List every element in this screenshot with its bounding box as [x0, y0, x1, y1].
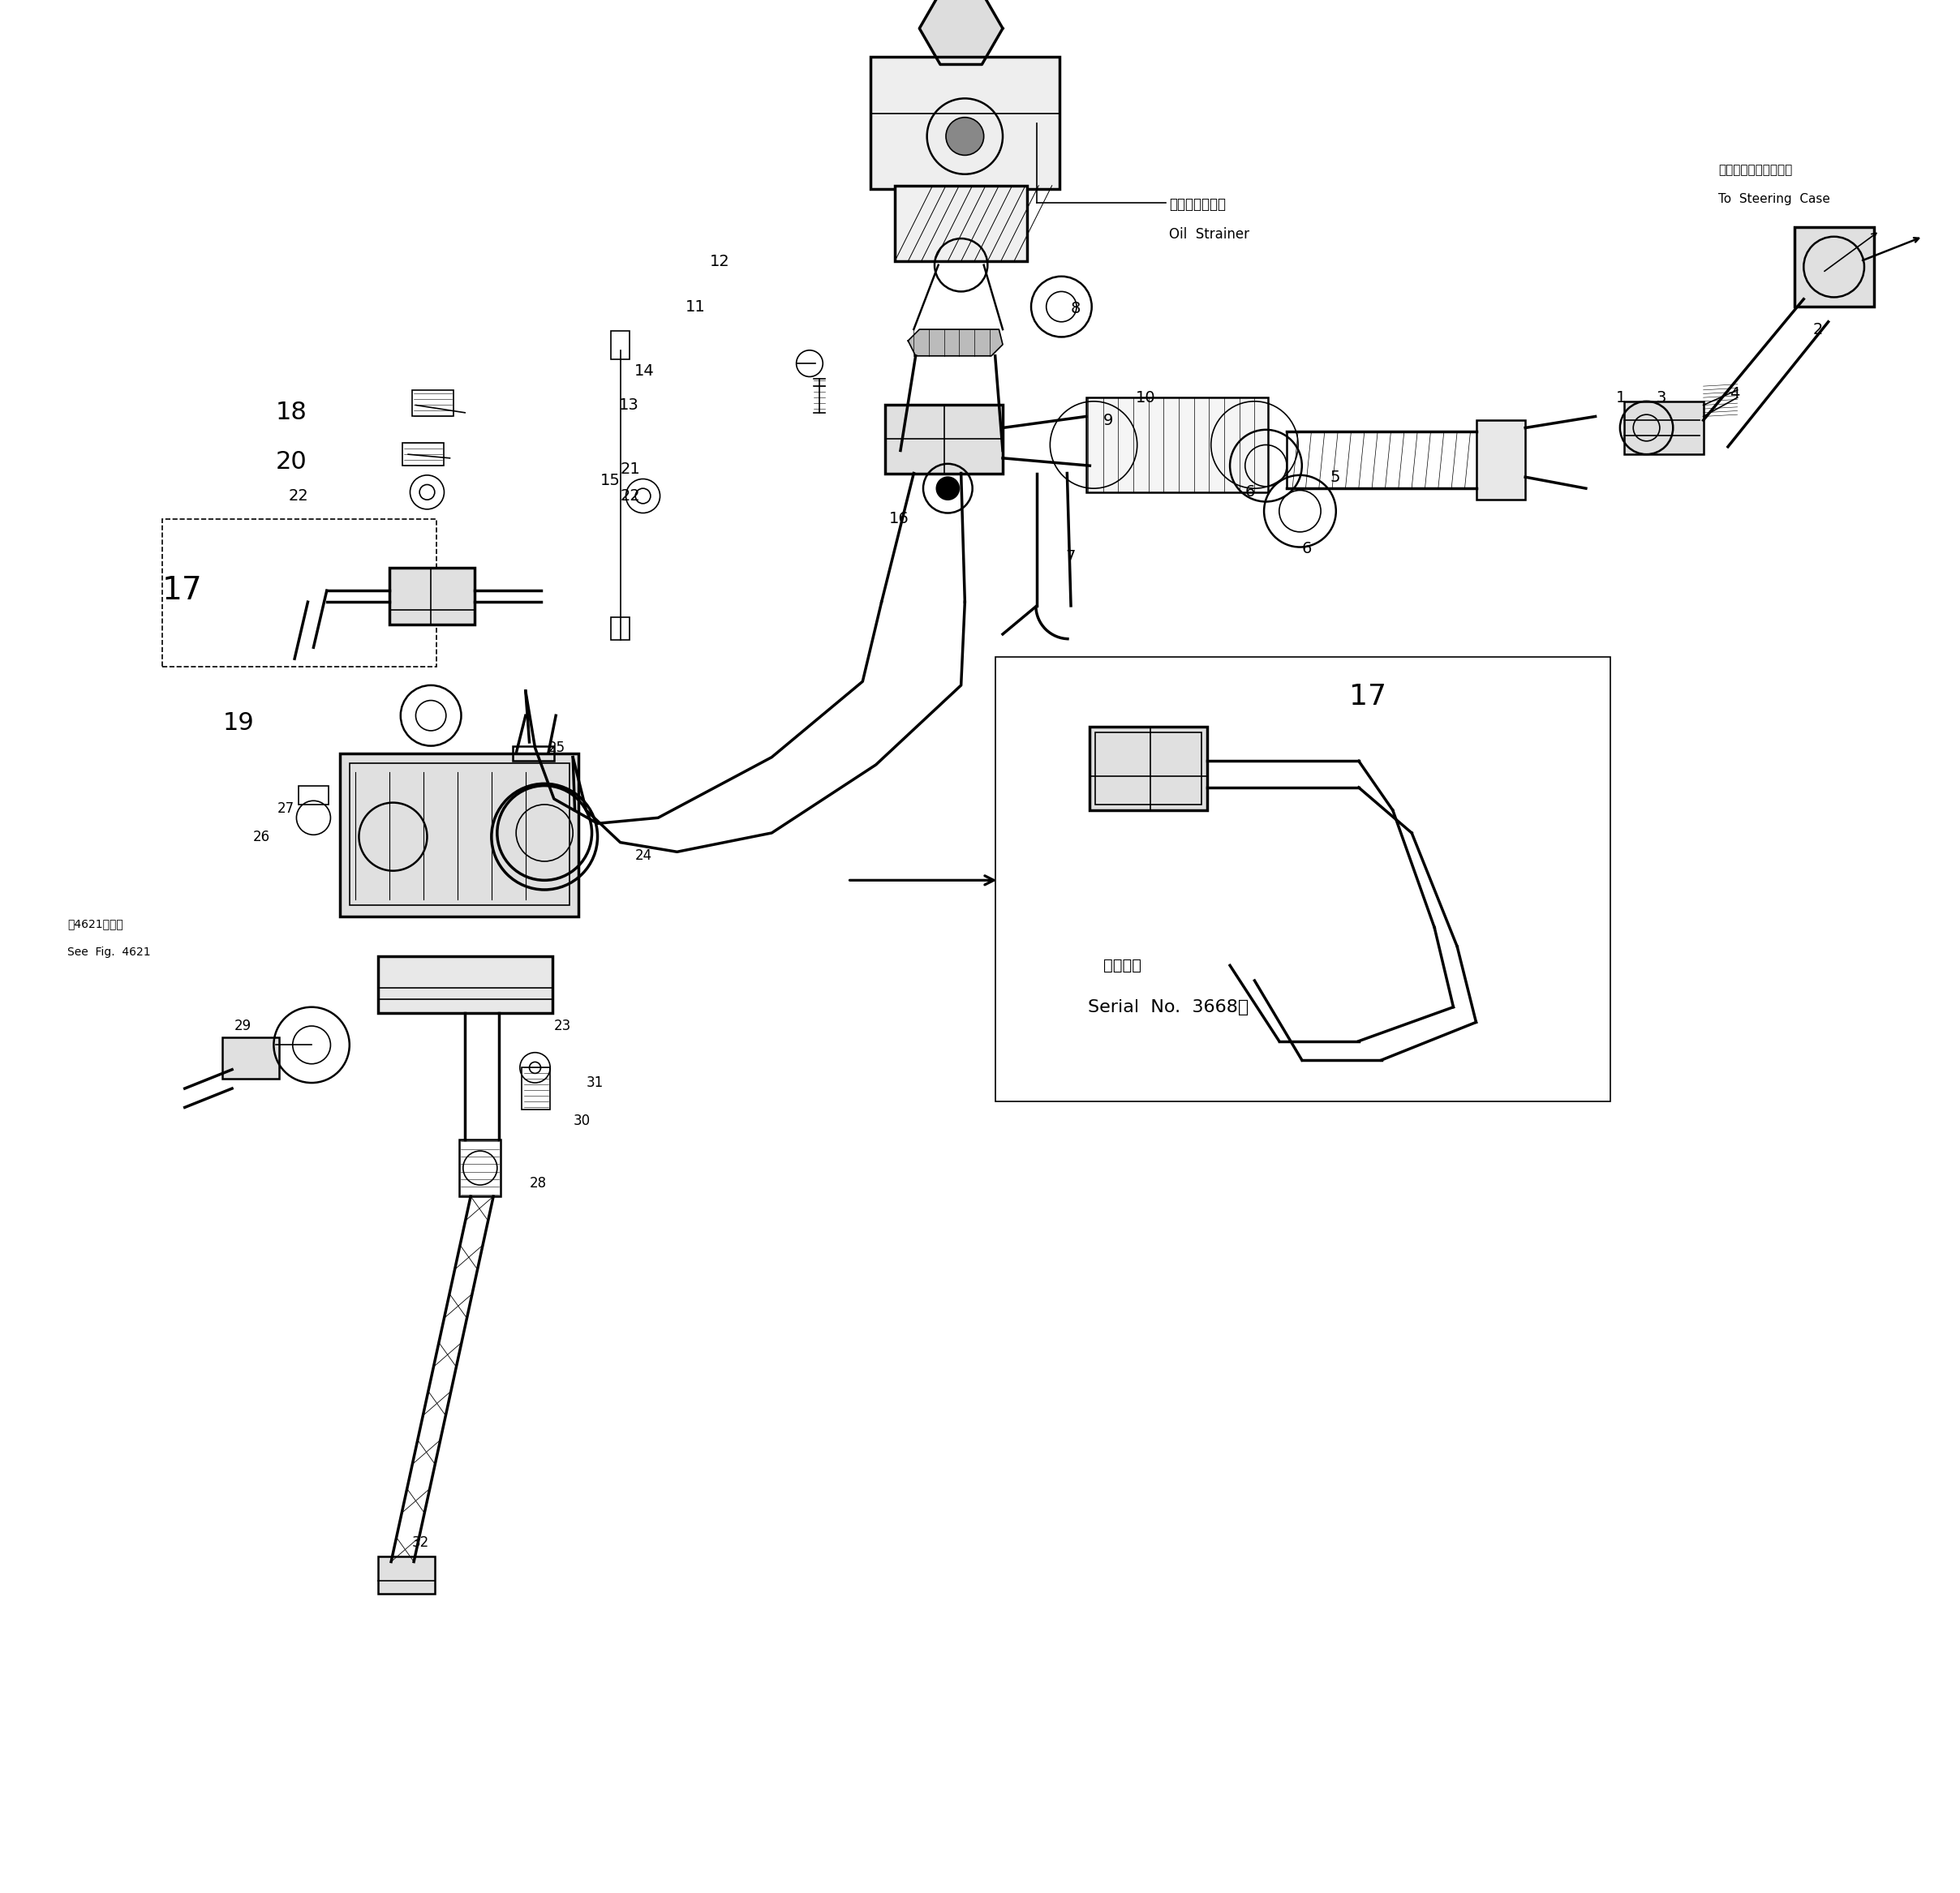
Bar [390, 568, 474, 625]
Text: 15: 15 [600, 473, 619, 488]
Text: 4: 4 [1731, 386, 1740, 401]
Polygon shape [907, 329, 1004, 356]
Text: See  Fig.  4621: See Fig. 4621 [67, 946, 151, 958]
Text: 24: 24 [635, 848, 653, 863]
Text: 25: 25 [549, 740, 564, 755]
Text: 17: 17 [163, 575, 202, 606]
Bar [378, 1556, 435, 1594]
Text: 1: 1 [1617, 390, 1627, 405]
Bar [996, 657, 1611, 1102]
Text: 第4621図参照: 第4621図参照 [67, 918, 123, 929]
Text: 19: 19 [223, 712, 255, 734]
Text: 12: 12 [710, 254, 729, 269]
Circle shape [937, 477, 958, 500]
Bar [1793, 227, 1874, 307]
Text: 23: 23 [555, 1018, 570, 1034]
Text: 適用号機: 適用号機 [1103, 958, 1141, 973]
Bar [612, 617, 629, 640]
Bar [870, 57, 1060, 189]
Text: 30: 30 [572, 1113, 590, 1128]
Bar [163, 519, 437, 666]
Text: 29: 29 [233, 1018, 251, 1034]
Bar [1623, 401, 1703, 454]
Bar [349, 763, 568, 905]
Bar [223, 1037, 280, 1079]
Text: 8: 8 [1070, 301, 1080, 316]
Text: 2: 2 [1813, 322, 1823, 337]
Bar [1086, 398, 1268, 492]
Text: 5: 5 [1331, 469, 1341, 485]
Text: 22: 22 [619, 488, 641, 504]
Text: 21: 21 [619, 462, 641, 477]
Text: ステアリングケースヘ: ステアリングケースヘ [1719, 165, 1793, 176]
Text: 6: 6 [1301, 541, 1311, 557]
Text: 3: 3 [1656, 390, 1666, 405]
Text: 6: 6 [1245, 485, 1254, 500]
Bar [886, 405, 1004, 473]
Text: 31: 31 [586, 1075, 604, 1090]
Bar [298, 786, 329, 805]
Text: オイルストレナ: オイルストレナ [1170, 197, 1227, 212]
Text: 11: 11 [686, 299, 706, 314]
Bar [612, 331, 629, 360]
Text: 26: 26 [253, 829, 270, 844]
Text: 18: 18 [276, 401, 308, 424]
Text: 16: 16 [890, 511, 909, 526]
Text: 22: 22 [288, 488, 310, 504]
Text: 17: 17 [1348, 683, 1386, 710]
Text: Oil  Strainer: Oil Strainer [1170, 227, 1250, 242]
Text: 13: 13 [619, 398, 639, 413]
Text: 28: 28 [529, 1176, 547, 1191]
Bar [402, 443, 445, 466]
Bar [512, 746, 555, 761]
Text: 7: 7 [1064, 549, 1076, 564]
Bar [1476, 420, 1525, 500]
Bar [378, 956, 553, 1013]
Text: 9: 9 [1103, 413, 1113, 428]
Text: 14: 14 [635, 363, 655, 379]
Bar [521, 1068, 551, 1109]
Bar [1096, 733, 1201, 805]
Polygon shape [919, 0, 1004, 64]
Text: Serial  No.  3668～: Serial No. 3668～ [1088, 1000, 1249, 1015]
Text: 32: 32 [412, 1535, 429, 1550]
Bar [1090, 727, 1207, 810]
Circle shape [947, 117, 984, 155]
Bar [412, 390, 453, 416]
Bar [339, 753, 578, 916]
Text: 10: 10 [1135, 390, 1154, 405]
Text: 20: 20 [276, 451, 308, 473]
Text: 27: 27 [278, 801, 294, 816]
Text: To  Steering  Case: To Steering Case [1719, 193, 1831, 204]
Bar [896, 186, 1027, 261]
Bar [459, 1140, 502, 1196]
